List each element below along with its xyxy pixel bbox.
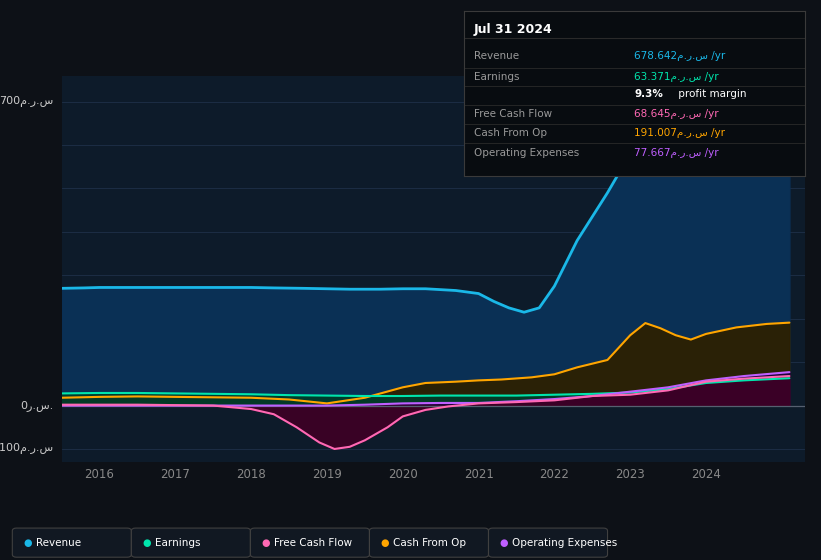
Text: 63.371م.ر.س /yr: 63.371م.ر.س /yr bbox=[635, 72, 719, 82]
Text: Revenue: Revenue bbox=[36, 538, 81, 548]
Text: 191.007م.ر.س /yr: 191.007م.ر.س /yr bbox=[635, 128, 725, 138]
Text: -100م.ر.س: -100م.ر.س bbox=[0, 444, 53, 455]
Text: profit margin: profit margin bbox=[675, 89, 746, 99]
Text: Earnings: Earnings bbox=[474, 72, 520, 82]
Text: ●: ● bbox=[143, 538, 151, 548]
Text: Cash From Op: Cash From Op bbox=[393, 538, 466, 548]
Text: ●: ● bbox=[24, 538, 32, 548]
Text: Free Cash Flow: Free Cash Flow bbox=[274, 538, 352, 548]
Text: ●: ● bbox=[381, 538, 389, 548]
Text: 700م.ر.س: 700م.ر.س bbox=[0, 96, 53, 107]
Text: 77.667م.ر.س /yr: 77.667م.ر.س /yr bbox=[635, 148, 719, 158]
Text: Operating Expenses: Operating Expenses bbox=[512, 538, 617, 548]
Text: Jul 31 2024: Jul 31 2024 bbox=[474, 23, 553, 36]
Text: Cash From Op: Cash From Op bbox=[474, 128, 547, 138]
Text: Free Cash Flow: Free Cash Flow bbox=[474, 109, 553, 119]
Text: 678.642م.ر.س /yr: 678.642م.ر.س /yr bbox=[635, 51, 726, 61]
Text: Operating Expenses: Operating Expenses bbox=[474, 148, 580, 158]
Text: Revenue: Revenue bbox=[474, 51, 519, 61]
Text: 0ر.س.: 0ر.س. bbox=[21, 400, 53, 411]
Text: 9.3%: 9.3% bbox=[635, 89, 663, 99]
Text: Earnings: Earnings bbox=[155, 538, 200, 548]
Text: ●: ● bbox=[262, 538, 270, 548]
Text: ●: ● bbox=[500, 538, 508, 548]
Text: 68.645م.ر.س /yr: 68.645م.ر.س /yr bbox=[635, 109, 719, 119]
